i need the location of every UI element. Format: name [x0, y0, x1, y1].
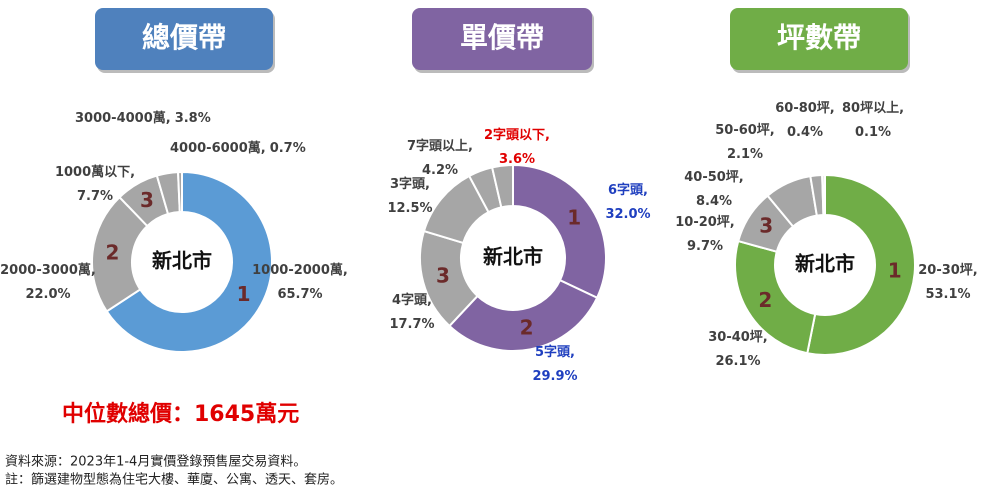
title-button [412, 8, 592, 70]
slice-category: 2字頭以下, [484, 127, 550, 143]
chart-title: 單價帶 [460, 21, 544, 54]
slice-label: 1000-2000萬, 65.7% [252, 262, 348, 302]
chart-title: 總價帶 [142, 21, 226, 54]
slice-value-label: 4.2% [422, 163, 458, 178]
slice-category: 3字頭, [390, 176, 430, 192]
slice-value-label: 0.4% [787, 125, 823, 140]
slice-category: 20-30坪, [918, 263, 978, 278]
slice-value-label: 3.8% [175, 111, 211, 126]
slice-category: 4000-6000萬, [170, 140, 266, 156]
slice-label: 3字頭, 12.5% [387, 176, 432, 216]
slice-value-label: 22.0% [25, 287, 70, 302]
slice-label: 60-80坪, 0.4% [775, 101, 835, 140]
donut-slice [448, 278, 599, 352]
donut-slice [512, 163, 607, 300]
slice-label: 6字頭, 32.0% [605, 182, 650, 222]
source-note: 資料來源：2023年1-4月實價登錄預售屋交易資料。 [5, 454, 306, 470]
slice-category: 3000-4000萬, [75, 110, 171, 126]
slice-category: 4字頭, [392, 292, 432, 308]
donut-slice [806, 173, 916, 356]
slice-label: 3000-4000萬, 3.8% [75, 110, 211, 126]
slice-value-label: 32.0% [605, 207, 650, 222]
slice-label: 10-20坪, 9.7% [675, 215, 735, 254]
slice-label: 2字頭以下, 3.6% [484, 127, 550, 167]
slice-value-label: 53.1% [925, 287, 970, 302]
slice-label: 20-30坪, 53.1% [918, 263, 978, 302]
title-button [730, 8, 908, 70]
rank-label: 2 [105, 241, 119, 265]
slice-label: 5字頭, 29.9% [532, 344, 577, 384]
slice-label: 4000-6000萬, 0.7% [170, 140, 306, 156]
chart-title: 坪數帶 [777, 21, 861, 54]
center-label: 新北市 [152, 249, 212, 273]
donut-slice [176, 170, 183, 214]
rank-label: 1 [888, 258, 902, 282]
slice-label: 50-60坪, 2.1% [715, 123, 775, 162]
slice-category: 1000-2000萬, [252, 262, 348, 278]
slice-value-label: 3.6% [499, 152, 535, 167]
slice-category: 10-20坪, [675, 215, 735, 230]
rank-label: 2 [758, 288, 772, 312]
slice-value-label: 65.7% [277, 287, 322, 302]
slice-category: 80坪以上, [842, 101, 904, 116]
center-label: 新北市 [483, 245, 543, 269]
slice-label: 80坪以上, 0.1% [842, 101, 904, 140]
rank-label: 2 [520, 316, 534, 340]
slice-label: 7字頭以上, 4.2% [407, 138, 473, 178]
slice-value-label: 12.5% [387, 201, 432, 216]
slice-value-label: 0.7% [270, 141, 306, 156]
slice-label: 30-40坪, 26.1% [708, 330, 768, 369]
slice-value-label: 29.9% [532, 369, 577, 384]
slice-category: 2000-3000萬, [0, 262, 96, 278]
slice-category: 30-40坪, [708, 330, 768, 345]
slice-value-label: 26.1% [715, 354, 760, 369]
slice-category: 40-50坪, [684, 170, 744, 185]
slice-value-label: 2.1% [727, 147, 763, 162]
rank-label: 1 [237, 282, 251, 306]
filter-note: 註：篩選建物型態為住宅大樓、華廈、公寓、透天、套房。 [5, 472, 343, 488]
rank-label: 3 [436, 263, 450, 287]
slice-category: 1000萬以下, [55, 164, 135, 180]
rank-label: 3 [140, 188, 154, 212]
slice-value-label: 9.7% [687, 239, 723, 254]
slice-value-label: 7.7% [77, 189, 113, 204]
slice-label: 4字頭, 17.7% [389, 292, 434, 332]
slice-value-label: 0.1% [855, 125, 891, 140]
median-note: 中位數總價：1645萬元 [62, 401, 299, 427]
slice-label: 2000-3000萬, 22.0% [0, 262, 96, 302]
slice-label: 1000萬以下, 7.7% [55, 164, 135, 204]
donut-slice [490, 163, 514, 209]
slice-value-label: 17.7% [389, 317, 434, 332]
slice-value-label: 8.4% [696, 194, 732, 209]
donut-slice [105, 170, 273, 353]
slice-category: 60-80坪, [775, 101, 835, 116]
slice-category: 50-60坪, [715, 123, 775, 138]
title-button [95, 8, 273, 70]
slice-category: 6字頭, [608, 182, 648, 198]
slice-label: 40-50坪, 8.4% [684, 170, 744, 209]
slice-category: 5字頭, [535, 344, 575, 360]
rank-label: 1 [567, 206, 581, 230]
donut-slice [823, 173, 826, 217]
slice-category: 7字頭以上, [407, 138, 473, 154]
rank-label: 3 [759, 213, 773, 237]
donut-slice [734, 239, 817, 355]
center-label: 新北市 [795, 252, 855, 276]
